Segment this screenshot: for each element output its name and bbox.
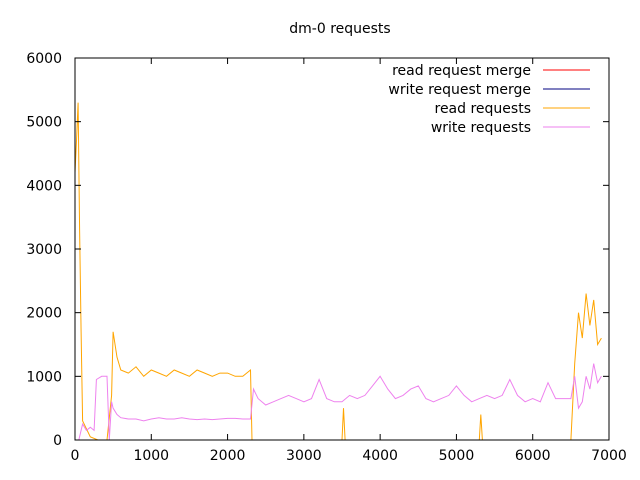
legend-label-0: read request merge xyxy=(392,63,531,79)
y-tick-label: 5000 xyxy=(26,115,62,131)
chart-title: dm-0 requests xyxy=(289,21,390,37)
y-tick-label: 4000 xyxy=(26,178,62,194)
legend-label-3: write requests xyxy=(431,120,531,136)
series-line-3 xyxy=(75,363,602,441)
x-axis: 0 1000 2000 3000 4000 5000 6000 7000 xyxy=(71,58,627,464)
x-tick-label: 5000 xyxy=(439,448,475,464)
plot-area xyxy=(74,102,609,441)
x-tick-label: 2000 xyxy=(210,448,246,464)
y-tick-label: 2000 xyxy=(26,306,62,322)
y-axis: 0 1000 2000 3000 4000 5000 6000 xyxy=(26,51,609,449)
x-tick-label: 0 xyxy=(71,448,80,464)
y-tick-label: 0 xyxy=(53,433,62,449)
x-tick-label: 3000 xyxy=(286,448,322,464)
y-tick-label: 6000 xyxy=(26,51,62,67)
y-tick-label: 1000 xyxy=(26,369,62,385)
y-tick-label: 3000 xyxy=(26,242,62,258)
x-tick-label: 1000 xyxy=(133,448,169,464)
legend-label-2: read requests xyxy=(435,101,532,117)
series-line-2 xyxy=(74,102,602,441)
legend: read request merge write request merge rea… xyxy=(388,63,590,136)
x-tick-label: 6000 xyxy=(515,448,551,464)
legend-label-1: write request merge xyxy=(388,82,531,98)
x-tick-label: 7000 xyxy=(591,448,627,464)
x-tick-label: 4000 xyxy=(362,448,398,464)
